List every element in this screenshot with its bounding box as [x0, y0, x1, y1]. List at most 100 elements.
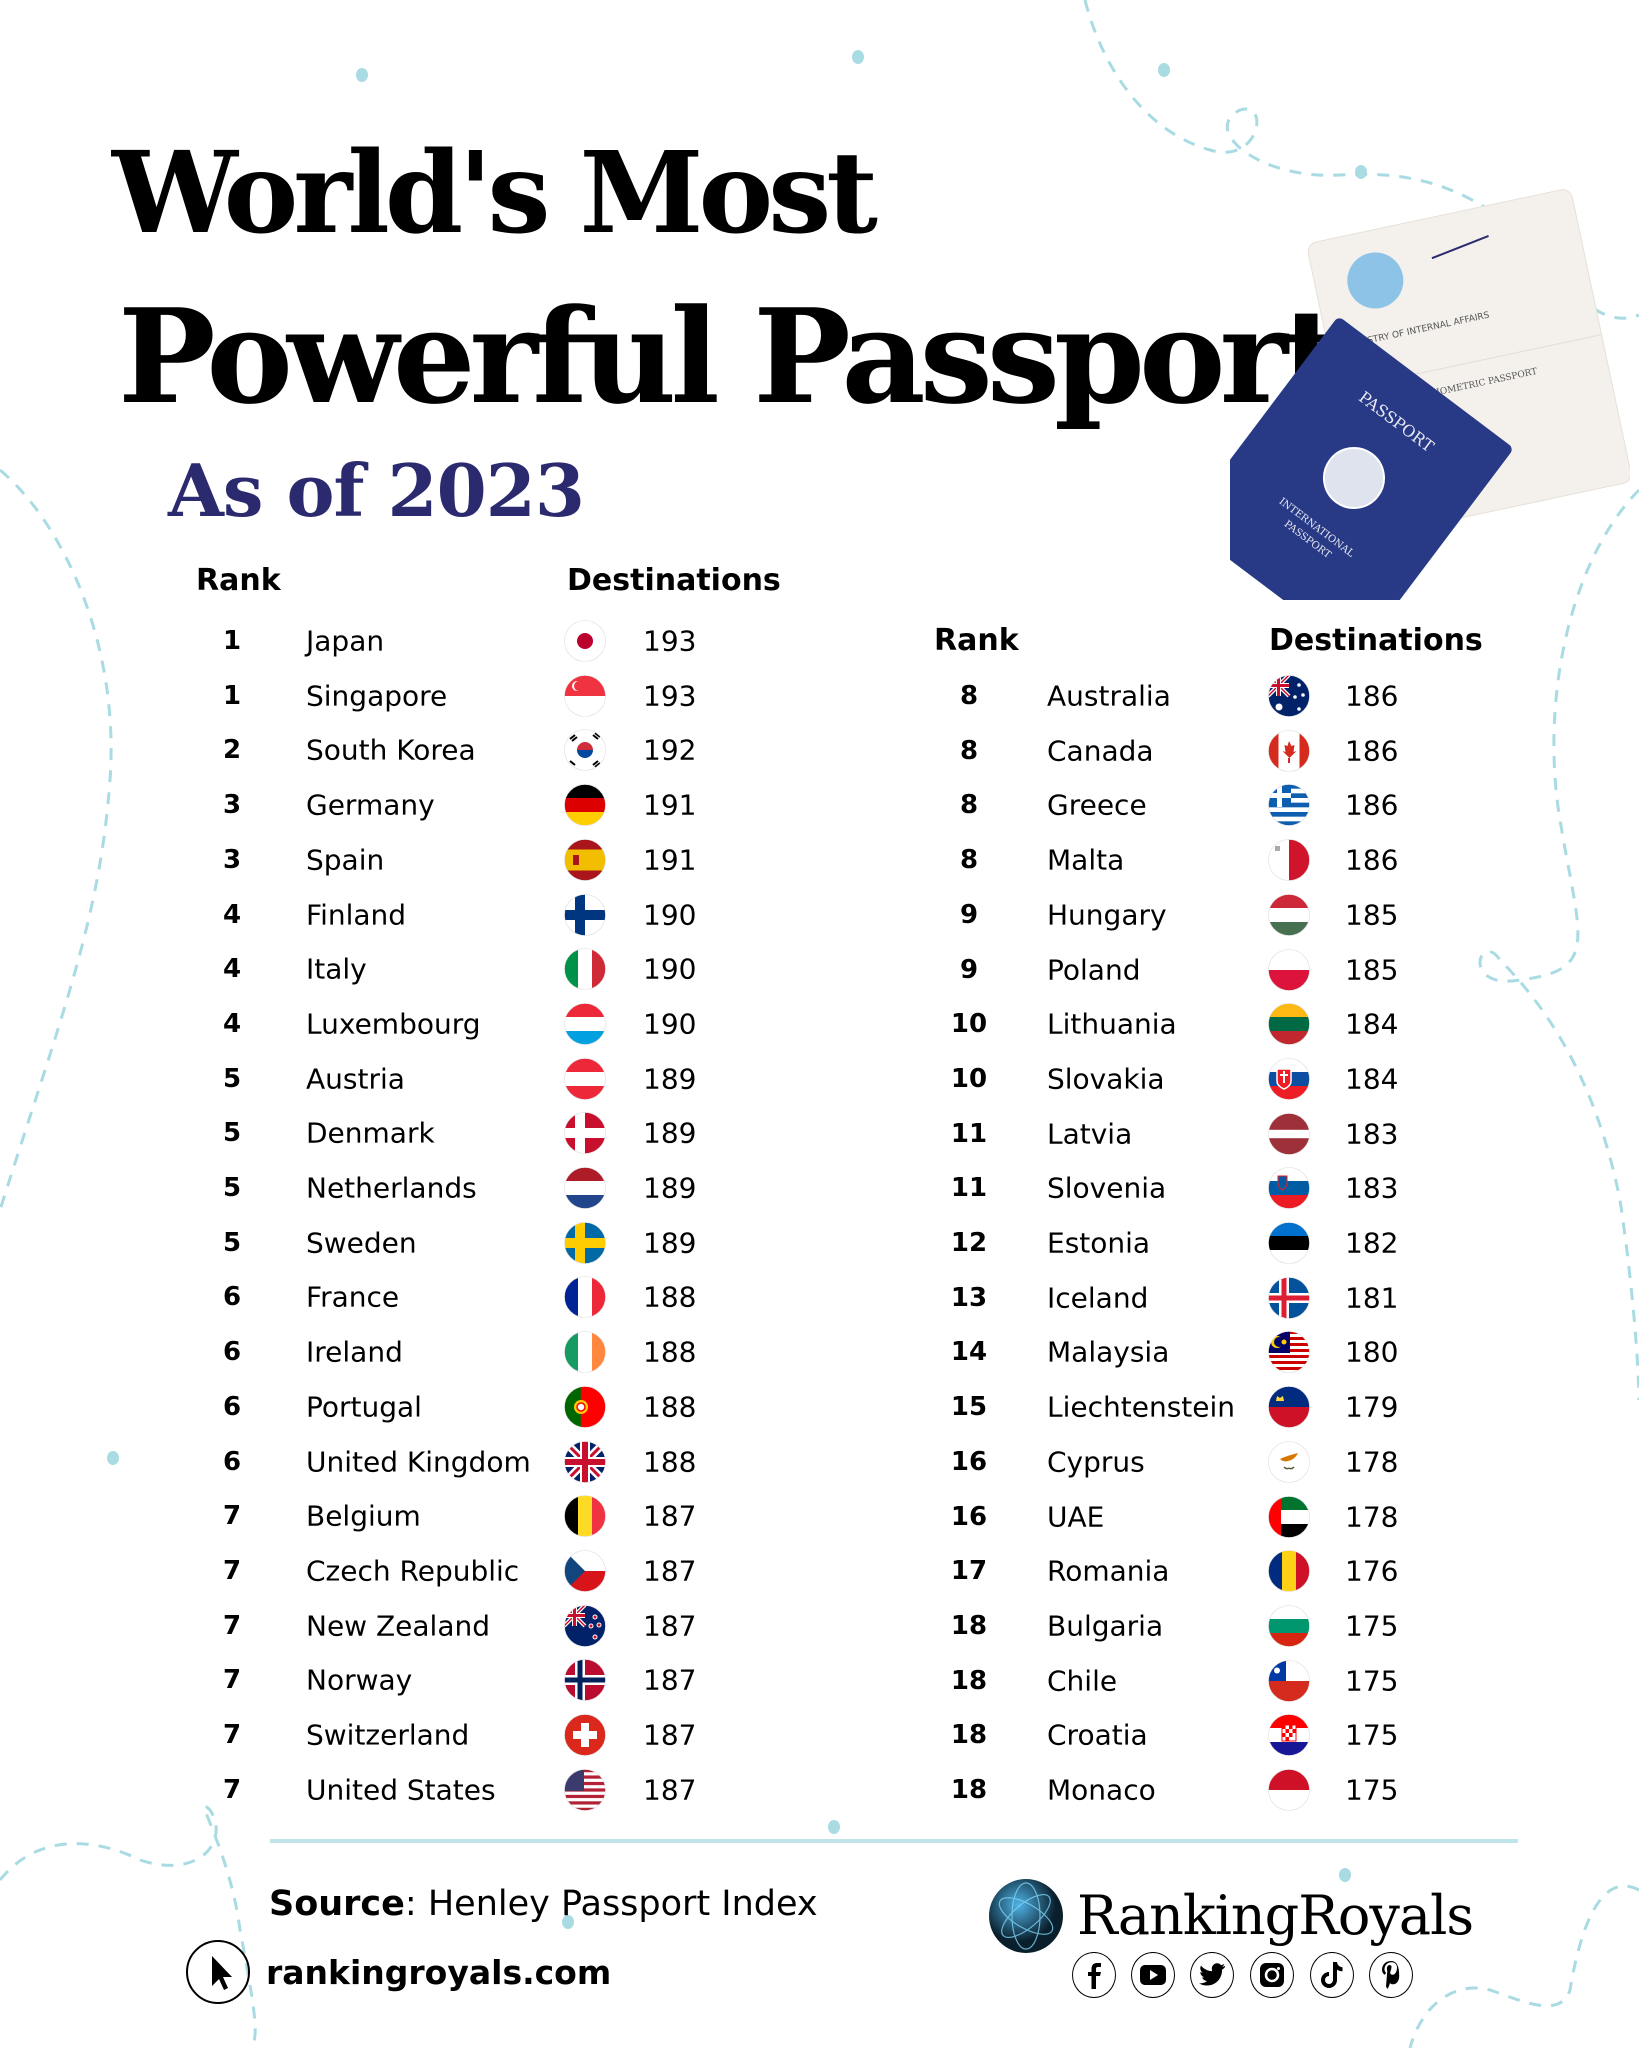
title-line-1: World's Most: [112, 128, 878, 259]
rank-value: 2: [222, 735, 242, 766]
destinations-value: 175: [1345, 1664, 1399, 1698]
left-rank-header: Rank: [196, 563, 281, 598]
destinations-value: 192: [643, 733, 697, 767]
destinations-value: 175: [1345, 1773, 1399, 1807]
rank-value: 17: [950, 1556, 988, 1587]
destinations-value: 184: [1345, 1062, 1399, 1096]
rank-value: 8: [959, 845, 979, 876]
country-name: Austria: [306, 1062, 405, 1096]
country-name: Latvia: [1047, 1117, 1133, 1151]
brand-name: RankingRoyals: [1077, 1884, 1474, 1947]
destinations-value: 175: [1345, 1609, 1399, 1643]
instagram-icon[interactable]: [1250, 1952, 1294, 1998]
destinations-value: 193: [643, 679, 697, 713]
rank-value: 6: [222, 1446, 242, 1477]
country-name: Malaysia: [1047, 1335, 1170, 1369]
destinations-value: 185: [1345, 953, 1399, 986]
destinations-value: 188: [643, 1335, 697, 1369]
rank-value: 5: [222, 1063, 242, 1094]
destinations-value: 186: [1345, 788, 1399, 822]
facebook-icon[interactable]: [1072, 1952, 1116, 1998]
destinations-value: 186: [1345, 734, 1399, 768]
destinations-value: 187: [643, 1718, 697, 1752]
rank-value: 5: [222, 1118, 242, 1149]
country-name: South Korea: [306, 733, 476, 767]
destinations-value: 178: [1345, 1445, 1399, 1479]
flag-no-icon: [564, 1659, 606, 1702]
flag-es-icon: [564, 838, 606, 881]
rank-value: 11: [950, 1173, 988, 1204]
flag-ie-icon: [564, 1331, 606, 1373]
flag-gr-icon: [1268, 784, 1310, 827]
flag-ae-icon: [1268, 1495, 1310, 1538]
pinterest-icon[interactable]: [1369, 1952, 1413, 1998]
destinations-value: 191: [643, 788, 697, 822]
country-name: Monaco: [1047, 1773, 1156, 1807]
rank-value: 13: [950, 1282, 988, 1313]
flag-ee-icon: [1268, 1222, 1310, 1264]
flag-si-icon: [1268, 1167, 1310, 1210]
rank-value: 8: [959, 790, 979, 821]
destinations-value: 176: [1345, 1554, 1399, 1588]
rank-value: 8: [959, 681, 979, 711]
country-name: Switzerland: [306, 1718, 470, 1752]
flag-hr-icon: [1268, 1714, 1310, 1757]
rank-value: 4: [222, 954, 242, 985]
website-link[interactable]: rankingroyals.com: [266, 1953, 612, 1992]
country-name: Slovenia: [1047, 1171, 1167, 1205]
country-name: Germany: [306, 788, 435, 822]
rank-value: 18: [950, 1665, 988, 1696]
destinations-value: 183: [1345, 1117, 1399, 1151]
flag-nz-icon: [564, 1604, 606, 1647]
rank-value: 10: [950, 1063, 988, 1094]
country-name: Spain: [306, 843, 385, 877]
country-name: Singapore: [306, 679, 448, 713]
destinations-value: 189: [643, 1062, 697, 1096]
destinations-value: 183: [1345, 1171, 1399, 1205]
flag-us-icon: [564, 1768, 606, 1811]
destinations-value: 189: [643, 1116, 697, 1150]
flag-at-icon: [564, 1057, 606, 1100]
country-name: Finland: [306, 898, 407, 931]
flag-ca-icon: [1268, 729, 1310, 772]
right-destinations-header: Destinations: [1269, 623, 1483, 658]
rank-value: 14: [950, 1337, 988, 1368]
destinations-value: 189: [643, 1171, 697, 1205]
country-name: UAE: [1047, 1500, 1105, 1533]
flag-ro-icon: [1268, 1550, 1310, 1592]
rank-value: 7: [222, 1774, 242, 1805]
country-name: Estonia: [1047, 1226, 1151, 1260]
country-name: Liechtenstein: [1047, 1390, 1236, 1424]
flag-li-icon: [1268, 1386, 1310, 1428]
rank-value: 11: [950, 1118, 988, 1149]
flag-cz-icon: [564, 1550, 606, 1592]
flag-nl-icon: [564, 1167, 606, 1209]
destinations-value: 175: [1345, 1718, 1399, 1752]
rank-value: 7: [222, 1555, 242, 1586]
passport-illustration: MINISTRY OF INTERNAL AFFAIRS BIOMETRIC P…: [1230, 189, 1630, 600]
flag-pl-icon: [1268, 948, 1310, 991]
tiktok-icon[interactable]: [1310, 1952, 1354, 1998]
destinations-value: 178: [1345, 1500, 1399, 1533]
youtube-icon[interactable]: [1131, 1952, 1175, 1998]
flag-lt-icon: [1268, 1003, 1310, 1045]
rank-value: 5: [222, 1173, 242, 1203]
country-name: Canada: [1047, 734, 1154, 768]
destinations-value: 181: [1345, 1281, 1399, 1315]
left-destinations-header: Destinations: [567, 563, 781, 598]
flag-se-icon: [564, 1221, 606, 1264]
destinations-value: 188: [643, 1280, 697, 1314]
flag-lv-icon: [1268, 1112, 1310, 1155]
destinations-value: 186: [1345, 843, 1399, 877]
destinations-value: 190: [643, 1007, 697, 1041]
destinations-value: 188: [643, 1445, 697, 1478]
flag-fr-icon: [564, 1276, 606, 1319]
rank-value: 9: [959, 899, 979, 930]
country-name: Bulgaria: [1047, 1609, 1164, 1643]
destinations-value: 182: [1345, 1226, 1399, 1260]
rank-value: 3: [222, 844, 242, 875]
flag-ch-icon: [564, 1714, 606, 1756]
twitter-icon[interactable]: [1190, 1952, 1234, 1998]
flag-lu-icon: [564, 1003, 606, 1045]
country-name: United Kingdom: [306, 1445, 531, 1478]
